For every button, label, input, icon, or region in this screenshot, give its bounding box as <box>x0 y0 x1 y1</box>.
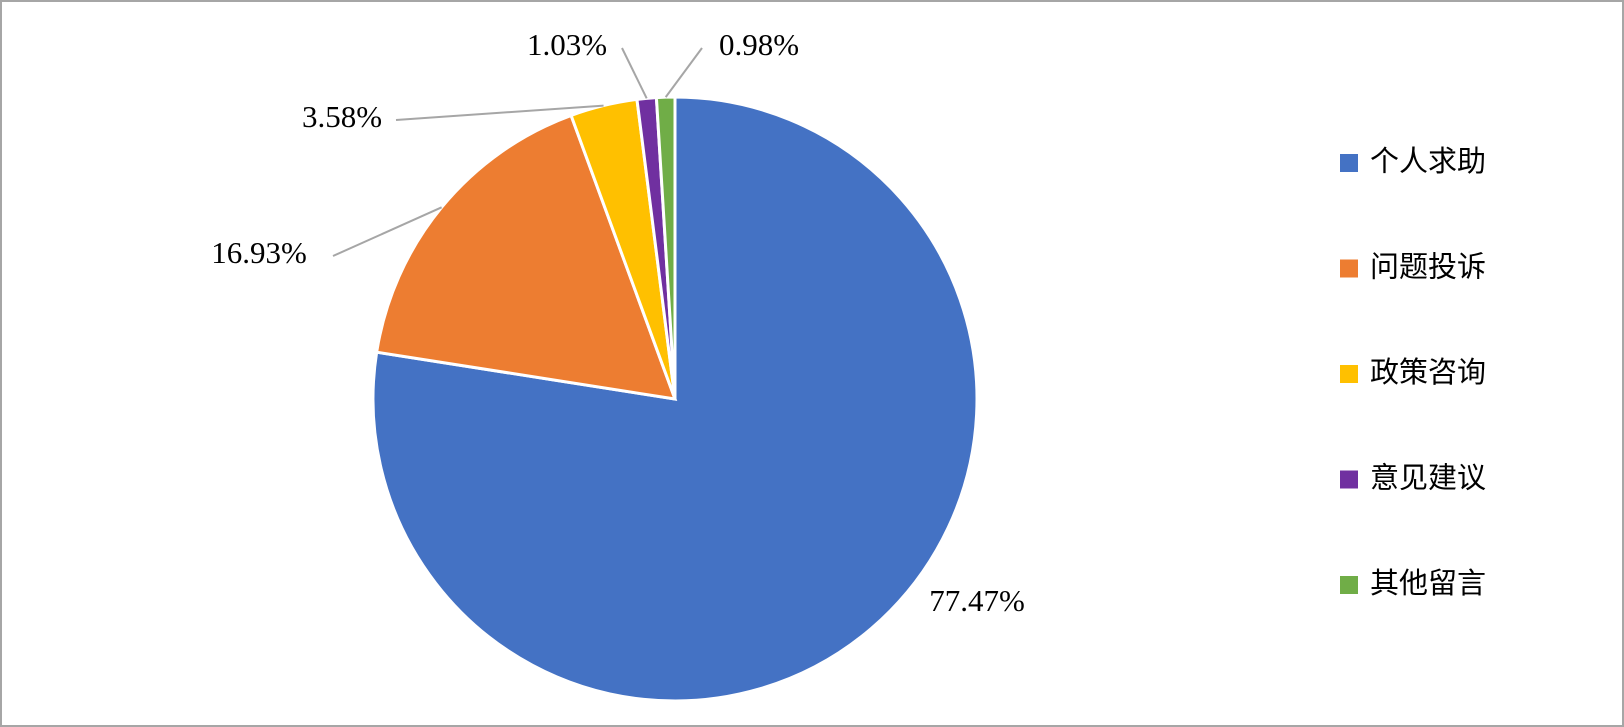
data-label: 1.03% <box>527 27 607 62</box>
legend-label: 其他留言 <box>1370 566 1486 600</box>
legend-label: 问题投诉 <box>1370 250 1486 284</box>
leader-line <box>621 47 648 99</box>
data-label: 16.93% <box>211 235 307 270</box>
data-label: 3.58% <box>302 99 382 134</box>
legend-swatch <box>1340 154 1358 172</box>
pie-slice <box>654 95 677 400</box>
legend-swatch <box>1340 576 1358 594</box>
leader-line <box>664 47 703 98</box>
legend-swatch <box>1340 259 1358 278</box>
legend-swatch <box>1340 365 1358 383</box>
pie-slice <box>374 113 678 401</box>
legend-label: 政策咨询 <box>1370 355 1486 389</box>
data-label: 77.47% <box>929 583 1025 618</box>
legend-label: 意见建议 <box>1370 461 1486 495</box>
leader-line <box>395 104 604 121</box>
legend-label: 个人求助 <box>1370 144 1486 178</box>
data-label: 0.98% <box>719 27 799 62</box>
legend-swatch <box>1340 470 1358 489</box>
leader-line <box>332 206 443 257</box>
